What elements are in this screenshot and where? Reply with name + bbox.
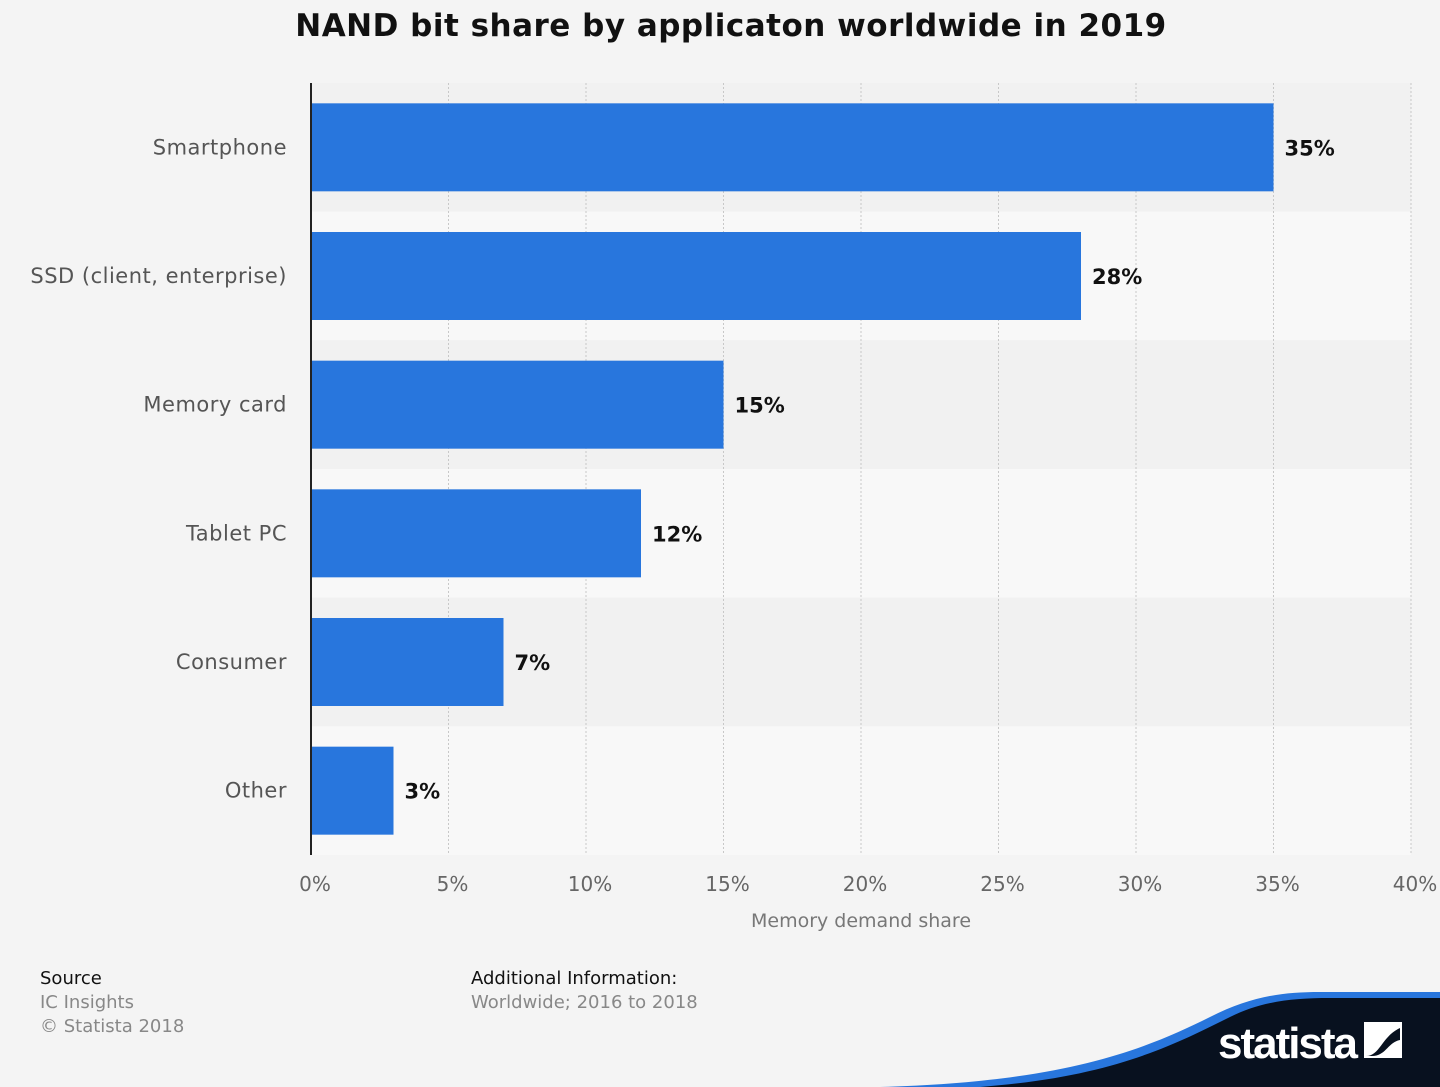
additional-info-heading: Additional Information:	[471, 968, 678, 989]
bar	[312, 489, 641, 578]
additional-info-value: Worldwide; 2016 to 2018	[471, 992, 698, 1013]
x-tick-label: 25%	[980, 872, 1024, 896]
additional-info-block: Additional Information: Worldwide; 2016 …	[471, 967, 698, 1015]
x-tick-label: 5%	[437, 872, 469, 896]
bar-chart: 0% 5% 10% 15% 20% 25% 30% 35% 40% Smartphone 35% SS…	[30, 83, 1437, 932]
x-tick-label: 30%	[1118, 872, 1162, 896]
chart-title: NAND bit share by applicaton worldwide i…	[295, 8, 1167, 44]
data-label: 35%	[1285, 136, 1335, 160]
data-label: 28%	[1092, 265, 1142, 289]
logo-text: statista	[1218, 1019, 1359, 1068]
x-tick-label: 15%	[705, 872, 749, 896]
data-label: 3%	[405, 780, 441, 804]
bar	[312, 360, 724, 449]
data-label: 7%	[515, 651, 551, 675]
bar	[312, 746, 394, 835]
y-category-label: Memory card	[143, 393, 287, 417]
data-label: 15%	[735, 394, 785, 418]
logo-dark-wave	[980, 998, 1440, 1087]
x-axis-title: Memory demand share	[751, 910, 971, 932]
source-heading: Source	[40, 968, 102, 989]
y-category-label: Other	[225, 779, 287, 803]
x-tick-label: 10%	[568, 872, 612, 896]
y-category-label: Smartphone	[153, 135, 287, 159]
y-category-label: Tablet PC	[185, 521, 287, 545]
x-tick-label: 0%	[299, 872, 331, 896]
source-block: Source IC Insights © Statista 2018	[40, 967, 184, 1039]
source-value[interactable]: IC Insights	[40, 992, 134, 1013]
x-tick-label: 40%	[1393, 872, 1437, 896]
statista-logo[interactable]: statista	[880, 992, 1440, 1087]
bar	[312, 232, 1081, 320]
y-category-label: SSD (client, enterprise)	[30, 264, 287, 288]
bar	[312, 103, 1274, 192]
y-category-label: Consumer	[176, 650, 287, 674]
copyright: © Statista 2018	[40, 1016, 185, 1037]
x-tick-label: 20%	[843, 872, 887, 896]
bar	[312, 618, 504, 706]
data-label: 12%	[652, 522, 702, 546]
x-tick-label: 35%	[1255, 872, 1299, 896]
